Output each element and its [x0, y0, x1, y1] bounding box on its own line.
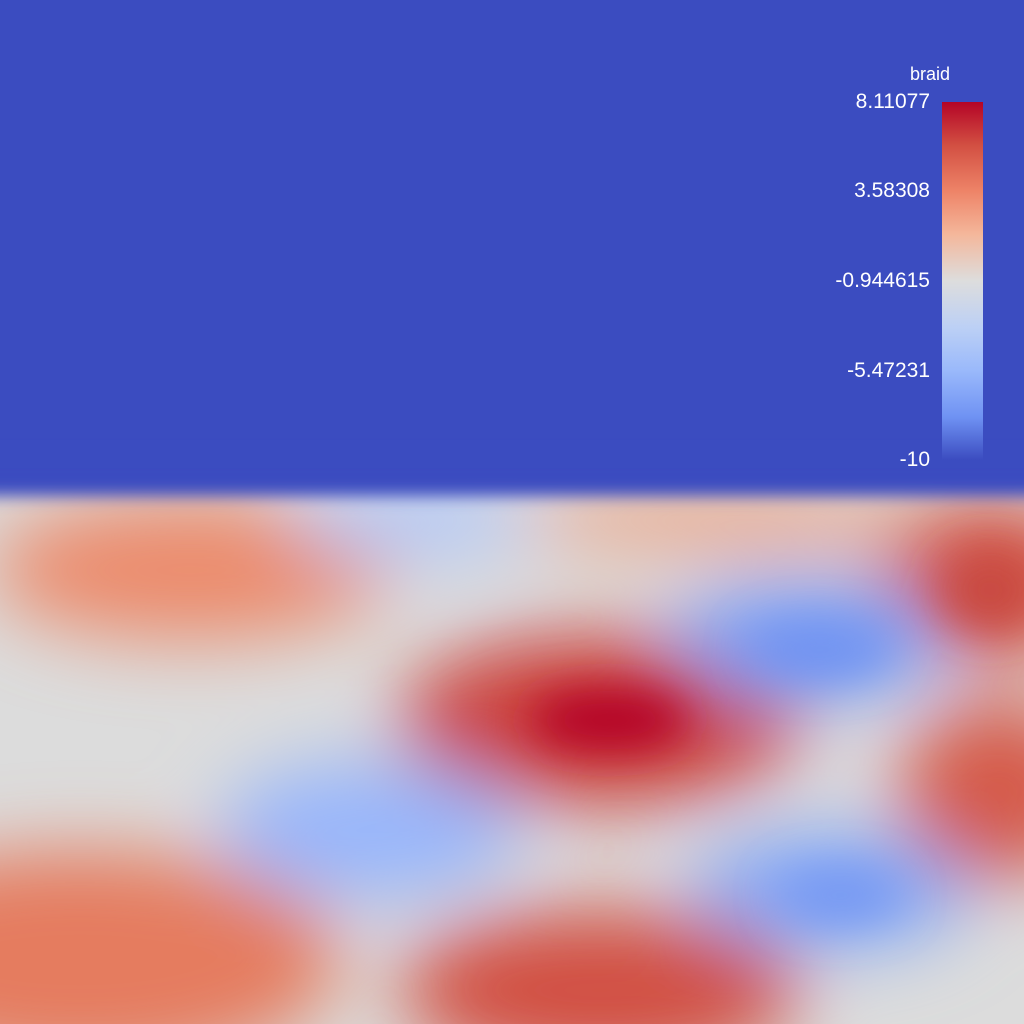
field-region	[0, 476, 1024, 1024]
legend-tick-label: -0.944615	[835, 269, 930, 292]
hot-spot-right-middle	[900, 700, 1024, 880]
warm-band-bottom-left	[0, 850, 340, 1024]
warm-band-upper-right	[520, 490, 920, 550]
legend-tick-label: -10	[899, 448, 930, 471]
cool-spot-top-center	[290, 480, 530, 560]
cool-spot-lower-left	[220, 760, 520, 900]
legend-tick-label: -5.47231	[847, 358, 930, 382]
legend-tick-label: 8.11077	[855, 90, 930, 113]
warm-band-upper-left	[0, 500, 390, 640]
color-legend-bar	[942, 102, 983, 460]
legend-tick-label: 3.58308	[854, 179, 930, 203]
legend-title: braid	[909, 64, 951, 84]
warm-band-bottom-center	[400, 910, 800, 1024]
